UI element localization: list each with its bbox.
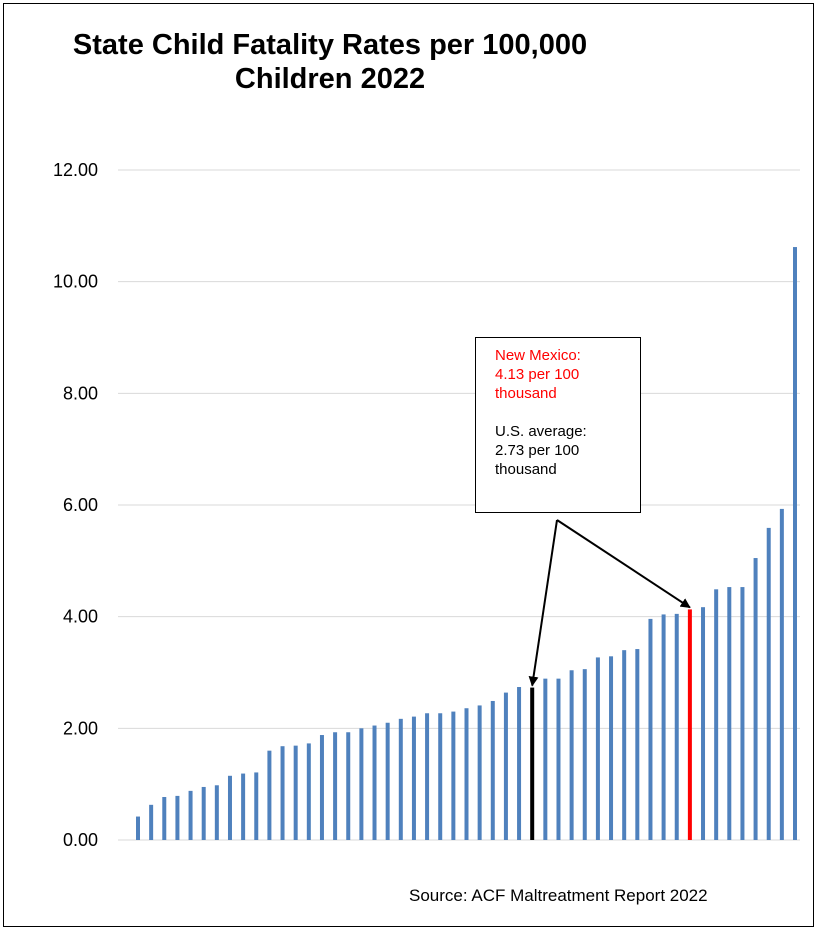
bar [346,732,351,840]
y-tick-label: 4.00 [63,607,98,627]
y-tick-label: 12.00 [53,160,98,180]
bar [411,716,416,840]
bar [622,650,627,840]
nm-line1: New Mexico: [495,347,581,364]
chart-title-line1: State Child Fatality Rates per 100,000 [72,29,588,61]
us-line3: thousand [495,461,557,478]
bars [136,247,797,841]
y-tick-label: 0.00 [63,830,98,850]
y-tick-label: 6.00 [63,495,98,515]
bar [319,735,324,840]
bar [162,797,167,840]
chart-title: State Child Fatality Rates per 100,000 C… [0,28,660,96]
bar [674,613,679,840]
bar [517,687,522,840]
callout-arrows [528,519,691,687]
bar [766,527,771,840]
bar [490,700,495,840]
y-axis-tick-labels: 0.00 2.00 4.00 6.00 8.00 10.00 12.00 [53,160,98,850]
bar [425,713,430,840]
bar [503,692,508,840]
y-tick-label: 10.00 [53,272,98,292]
bar [333,732,338,840]
bar [595,657,600,840]
us-average-annotation: U.S. average: 2.73 per 100 thousand [495,422,630,479]
bar [740,587,745,840]
annotation-callout-box: New Mexico: 4.13 per 100 thousand U.S. a… [475,337,641,513]
new-mexico-annotation: New Mexico: 4.13 per 100 thousand [495,346,630,403]
bar [582,669,587,840]
bar [280,746,285,840]
y-tick-label: 8.00 [63,383,98,403]
bar [635,649,640,840]
bar [609,656,614,840]
bar [477,705,482,840]
bar [188,790,193,840]
bar [306,743,311,840]
bar [661,614,666,840]
bar [556,678,561,840]
bar [398,718,403,840]
bar [359,728,364,840]
bar [714,589,719,840]
bar [254,772,259,840]
source-note: Source: ACF Maltreatment Report 2022 [409,886,708,905]
bar [543,678,548,840]
chart-title-line2: Children 2022 [234,63,426,95]
bar [701,607,706,840]
nm-line3: thousand [495,385,557,402]
bar [779,508,784,840]
bar [136,816,140,840]
bar [227,775,232,840]
bar [267,750,272,840]
chart-frame [3,3,814,927]
us-line1: U.S. average: [495,423,587,440]
bar [372,725,377,840]
callout-arrow [528,519,558,687]
bar [149,804,154,840]
bar [727,587,732,840]
callout-arrow [556,519,691,609]
us-line2: 2.73 per 100 [495,442,580,459]
bar [293,745,298,840]
bar [241,773,246,840]
nm-line2: 4.13 per 100 [495,366,580,383]
bar [793,247,797,841]
bar [385,722,390,840]
highlighted-bar [530,687,535,840]
bar [201,786,206,840]
bar [175,795,180,840]
y-tick-label: 2.00 [63,718,98,738]
bar [214,785,219,840]
bar [648,618,653,840]
bar [464,708,469,840]
bar [569,670,574,840]
gridlines [118,169,800,841]
bar [753,558,758,840]
highlighted-bar [687,609,692,840]
bar [451,711,456,840]
bar [438,713,443,840]
